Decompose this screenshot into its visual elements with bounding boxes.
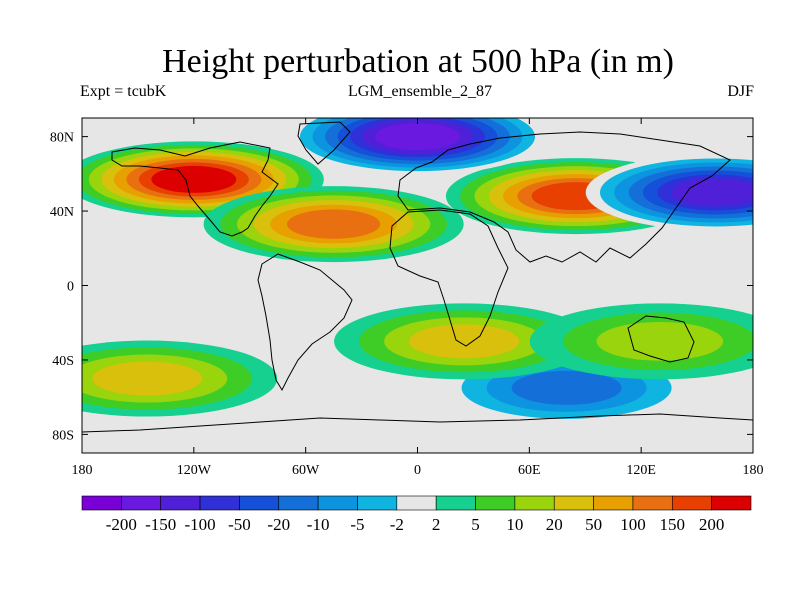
coast-greenland xyxy=(297,121,351,165)
colorbar-swatch xyxy=(278,495,319,511)
colorbar-label: -2 xyxy=(390,515,404,534)
contour-southern-africa-high xyxy=(409,324,520,359)
colorbar-label: 50 xyxy=(585,515,602,534)
lon-tick-label: 120E xyxy=(626,463,656,478)
colorbar-swatch xyxy=(514,495,555,511)
lat-tick-label: 40S xyxy=(52,354,74,369)
coastlines xyxy=(82,121,753,433)
colorbar-swatch xyxy=(711,495,752,511)
colorbar-swatch xyxy=(160,495,201,511)
colorbar-label: -200 xyxy=(106,515,137,534)
colorbar-label: 100 xyxy=(620,515,646,534)
colorbar-swatch xyxy=(396,495,437,511)
colorbar-swatch xyxy=(593,495,634,511)
colorbar-label: 5 xyxy=(471,515,480,534)
contour-australia-high xyxy=(596,322,724,361)
colorbar-swatch xyxy=(317,495,358,511)
coast-eurasia xyxy=(397,131,731,263)
colorbar-label: -10 xyxy=(307,515,330,534)
lat-tick-label: 0 xyxy=(67,280,74,295)
colorbar-swatch xyxy=(632,495,673,511)
colorbar-label: -50 xyxy=(228,515,251,534)
contour-subtropical-atlantic-high xyxy=(286,209,381,239)
colorbar: -200 -150 -100 -50 -20 -10 -5 -2 2 5 10 20 50 100 150 2… xyxy=(81,495,752,534)
contour-north-pacific-trough xyxy=(671,178,753,207)
lat-tick-label: 80S xyxy=(52,428,74,443)
colorbar-swatch xyxy=(553,495,594,511)
coast-north-america xyxy=(111,141,279,237)
lat-tick-label: 80N xyxy=(50,131,74,146)
coast-antarctica xyxy=(82,413,753,433)
lon-tick-label: 0 xyxy=(414,463,421,478)
colorbar-label: -5 xyxy=(350,515,364,534)
colorbar-label: 150 xyxy=(660,515,686,534)
contour-field xyxy=(82,118,753,426)
colorbar-label: 200 xyxy=(699,515,725,534)
coast-australia xyxy=(627,315,695,363)
colorbar-label: -150 xyxy=(145,515,176,534)
colorbar-label: -20 xyxy=(267,515,290,534)
lon-tick-label: 180 xyxy=(743,463,764,478)
lon-tick-label: 60E xyxy=(518,463,541,478)
colorbar-label: 20 xyxy=(546,515,563,534)
figure-title: Height perturbation at 500 hPa (in m) xyxy=(162,43,674,80)
latitude-axis: 80N 40N 0 40S 80S xyxy=(50,131,753,443)
contour-arctic-trough xyxy=(375,123,460,151)
colorbar-swatch xyxy=(357,495,398,511)
lon-tick-label: 180 xyxy=(72,463,93,478)
colorbar-swatch xyxy=(671,495,712,511)
colorbar-swatch xyxy=(199,495,240,511)
coast-africa xyxy=(389,209,509,347)
colorbar-swatch xyxy=(435,495,476,511)
experiment-label: Expt = tcubK xyxy=(80,83,167,100)
colorbar-swatch xyxy=(121,495,162,511)
lat-tick-label: 40N xyxy=(50,205,74,220)
lon-tick-label: 60W xyxy=(292,463,320,478)
colorbar-swatch xyxy=(81,495,122,511)
contour-southern-ocean-low xyxy=(511,370,622,405)
longitude-axis: 180 120W 60W 0 60E 120E 180 xyxy=(72,118,764,478)
colorbar-label: -100 xyxy=(184,515,215,534)
colorbar-label: 2 xyxy=(432,515,441,534)
ensemble-label: LGM_ensemble_2_87 xyxy=(348,83,492,100)
colorbar-label: 10 xyxy=(506,515,523,534)
colorbar-swatch xyxy=(475,495,516,511)
contour-north-atlantic-ridge xyxy=(151,165,237,193)
colorbar-swatch xyxy=(239,495,280,511)
coast-south-america xyxy=(257,253,353,392)
season-label: DJF xyxy=(727,83,754,100)
contour-south-pacific-high xyxy=(92,361,203,396)
lon-tick-label: 120W xyxy=(177,463,212,478)
